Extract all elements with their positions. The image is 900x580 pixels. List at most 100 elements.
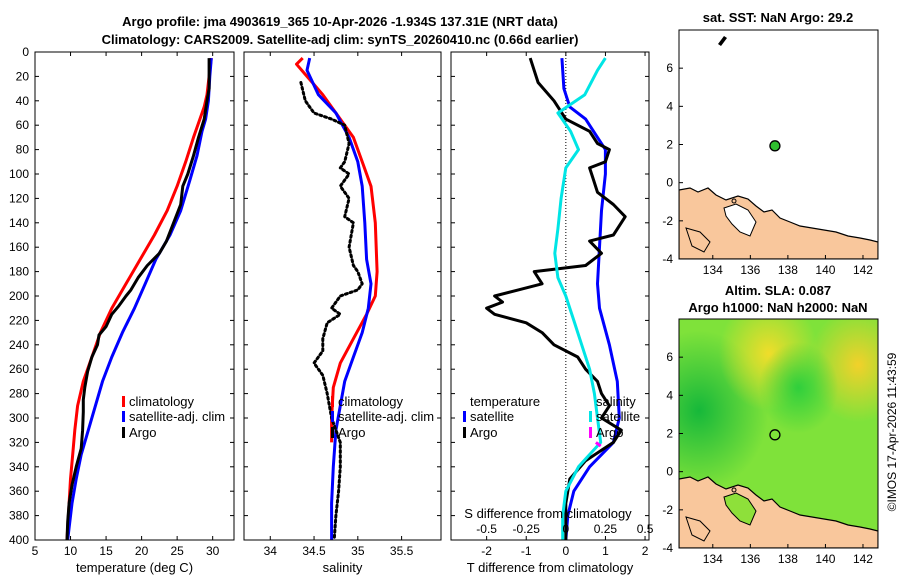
depth-tick-label: 400 bbox=[9, 533, 29, 547]
map-y-tick-label: 4 bbox=[666, 99, 673, 113]
depth-tick-label: 360 bbox=[9, 484, 29, 498]
sla-peninsula bbox=[685, 516, 711, 542]
depth-tick-label: 260 bbox=[9, 362, 29, 376]
x-tick-label: 2 bbox=[642, 544, 649, 558]
difference-panel: -2 -1 0 1 2 T difference from climatology bbox=[450, 51, 650, 575]
depth-tick-label: 60 bbox=[16, 118, 30, 132]
sla-heatmap bbox=[679, 319, 878, 548]
legend-s-argo-label: Argo bbox=[596, 425, 623, 440]
sla-islet bbox=[731, 487, 737, 493]
legend-salinity-title: salinity bbox=[596, 394, 636, 409]
sst-inner-coast bbox=[723, 203, 757, 237]
temperature-legend: climatology satellite-adj. clim Argo bbox=[122, 394, 225, 440]
depth-tick-label: 140 bbox=[9, 216, 29, 230]
series-argo bbox=[299, 81, 364, 542]
depth-tick-label: 380 bbox=[9, 509, 29, 523]
s-diff-ticks: -0.5 -0.25 0 0.25 0.5 bbox=[476, 522, 653, 536]
sla-axes: 134 136 138 140 142 -4 -2 0 2 4 6 bbox=[662, 350, 873, 566]
depth-tick-label: 320 bbox=[9, 435, 29, 449]
x-tick-label: 0 bbox=[562, 544, 569, 558]
map-x-tick-label: 138 bbox=[778, 263, 798, 277]
sla-new-guinea-land bbox=[679, 476, 878, 548]
x-tick-label: 15 bbox=[99, 544, 113, 558]
sst-new-guinea-land bbox=[679, 187, 878, 259]
sst-peninsula bbox=[685, 227, 711, 253]
legend-swatch-t-sat bbox=[463, 411, 466, 422]
map-x-tick-label: 138 bbox=[778, 552, 798, 566]
x-tick-label: 5 bbox=[32, 544, 39, 558]
sst-small-island bbox=[718, 36, 727, 46]
title-line-1: Argo profile: jma 4903619_365 10-Apr-202… bbox=[122, 14, 558, 29]
depth-tick-label: 240 bbox=[9, 338, 29, 352]
legend-swatch-clim bbox=[331, 396, 334, 407]
map-y-tick-label: -4 bbox=[662, 541, 673, 555]
legend-swatch-argo bbox=[122, 427, 125, 438]
legend-temperature-title: temperature bbox=[470, 394, 540, 409]
difference-legend: temperature satellite Argo salinity sate… bbox=[463, 394, 640, 440]
map-x-tick-label: 140 bbox=[815, 552, 835, 566]
legend-swatch-s-sat bbox=[589, 411, 592, 422]
series-climatology bbox=[295, 57, 379, 443]
map-y-tick-label: 2 bbox=[666, 427, 673, 441]
map-y-tick-label: 4 bbox=[666, 388, 673, 402]
sla-map-title-2: Argo h1000: NaN h2000: NaN bbox=[688, 300, 867, 315]
map-y-tick-label: -2 bbox=[662, 214, 673, 228]
salinity-legend: climatology satellite-adj. clim Argo bbox=[331, 394, 434, 440]
x-axis-label: salinity bbox=[323, 560, 363, 575]
legend-clim-label: climatology bbox=[338, 394, 404, 409]
depth-tick-label: 20 bbox=[16, 69, 30, 83]
depth-tick-label: 300 bbox=[9, 411, 29, 425]
depth-tick-label: 340 bbox=[9, 460, 29, 474]
s-diff-tick-label: 0 bbox=[562, 522, 569, 536]
series-t-satellite bbox=[560, 58, 621, 541]
legend-t-sat-label: satellite bbox=[470, 409, 514, 424]
s-diff-tick-label: -0.5 bbox=[476, 522, 497, 536]
map-y-tick-label: 0 bbox=[666, 465, 673, 479]
plot-frame bbox=[34, 51, 235, 541]
map-x-tick-label: 142 bbox=[853, 552, 873, 566]
map-x-tick-label: 136 bbox=[740, 552, 760, 566]
depth-tick-label: 80 bbox=[16, 143, 30, 157]
series-s-argo bbox=[594, 441, 602, 448]
series-climatology bbox=[65, 57, 213, 541]
x-tick-label: -1 bbox=[521, 544, 532, 558]
depth-tick-label: 120 bbox=[9, 191, 29, 205]
x-tick-label: 35 bbox=[351, 544, 365, 558]
s-diff-tick-label: -0.25 bbox=[513, 522, 541, 536]
x-tick-label: 1 bbox=[602, 544, 609, 558]
plot-frame bbox=[243, 51, 442, 541]
x-tick-label: 10 bbox=[64, 544, 78, 558]
title-line-2: Climatology: CARS2009. Satellite-adj cli… bbox=[102, 32, 579, 47]
sla-map: Altim. SLA: 0.087 Argo h1000: NaN h2000:… bbox=[662, 283, 879, 566]
sst-map: sat. SST: NaN Argo: 29.2 134 136 138 140 142… bbox=[662, 10, 879, 277]
legend-swatch-t-argo bbox=[463, 427, 466, 438]
x-tick-label: 34 bbox=[264, 544, 278, 558]
map-y-tick-label: 6 bbox=[666, 350, 673, 364]
series-t-argo bbox=[485, 57, 627, 540]
depth-tick-label: 160 bbox=[9, 240, 29, 254]
sla-argo-marker bbox=[769, 429, 781, 441]
x-axis-label: T difference from climatology bbox=[467, 560, 634, 575]
depth-tick-label: 40 bbox=[16, 94, 30, 108]
x-axis-label: temperature (deg C) bbox=[76, 560, 193, 575]
depth-tick-label: 200 bbox=[9, 289, 29, 303]
map-x-tick-label: 136 bbox=[740, 263, 760, 277]
sst-land bbox=[679, 36, 878, 259]
series-argo bbox=[65, 58, 211, 541]
map-x-tick-label: 140 bbox=[815, 263, 835, 277]
map-y-tick-label: 0 bbox=[666, 176, 673, 190]
map-y-tick-label: 6 bbox=[666, 61, 673, 75]
map-x-tick-label: 142 bbox=[853, 263, 873, 277]
legend-argo-label: Argo bbox=[338, 425, 365, 440]
salinity-panel: 34 34.5 35 35.5 salinity bbox=[243, 51, 442, 575]
x-tick-label: 30 bbox=[206, 544, 220, 558]
sla-inner-coast bbox=[723, 492, 757, 526]
sst-islet bbox=[731, 198, 737, 204]
legend-swatch-sat bbox=[331, 411, 334, 422]
map-y-tick-label: -2 bbox=[662, 503, 673, 517]
x-tick-label: 35.5 bbox=[390, 544, 414, 558]
legend-swatch-clim bbox=[122, 396, 125, 407]
sst-argo-marker bbox=[769, 140, 781, 152]
map-y-tick-label: 2 bbox=[666, 138, 673, 152]
legend-sat-label: satellite-adj. clim bbox=[129, 409, 225, 424]
